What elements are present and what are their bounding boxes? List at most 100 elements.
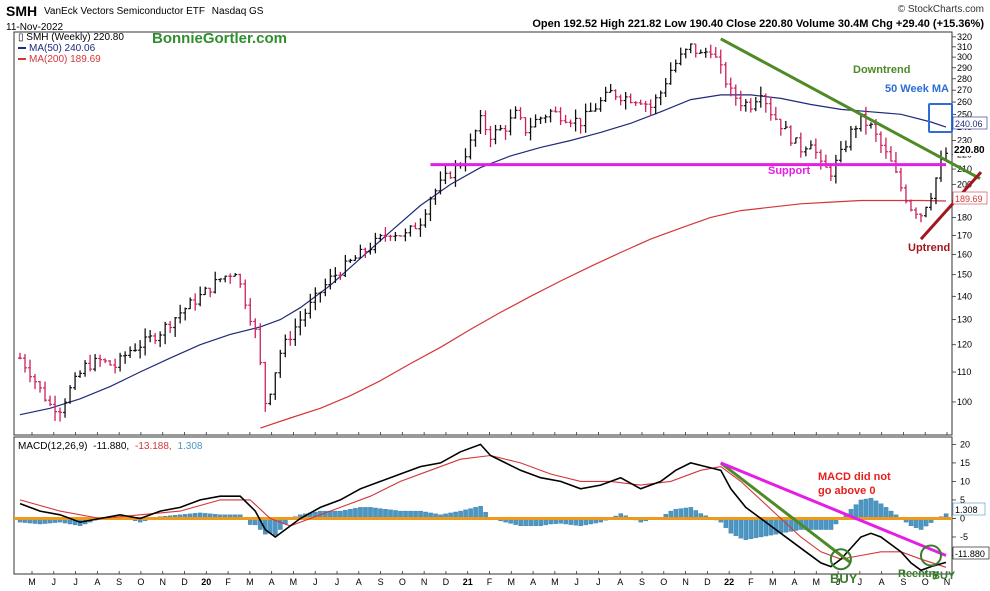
price-y-tick-label: 230 — [957, 136, 972, 146]
x-tick-label: A — [791, 577, 797, 587]
x-tick-label: A — [269, 577, 275, 587]
chart-name: VanEck Vectors Semiconductor ETF Nasdaq … — [44, 6, 264, 17]
macd-x-axis: M J J A S O N D 20 F M A M J J A S O N D 21 F M A M J J A S O N D 22 F M A M… — [28, 571, 950, 587]
price-y-tick-label: 250 — [957, 109, 972, 119]
histogram-bar — [813, 518, 819, 530]
x-tick-label: F — [748, 577, 754, 587]
hist-tag-bg — [952, 502, 986, 516]
price-y-tick-label: 290 — [957, 63, 972, 73]
histogram-bar — [873, 500, 879, 519]
x-tick-label: A — [94, 577, 100, 587]
histogram-bar — [373, 507, 378, 519]
price-y-tick-label: 100 — [957, 397, 972, 407]
x-tick-label: 20 — [201, 577, 211, 587]
histogram-bar — [918, 518, 924, 530]
price-y-tick-label: 160 — [957, 249, 972, 259]
macd-histogram — [17, 497, 949, 540]
x-tick-label: N — [421, 577, 428, 587]
ohlc-summary: Open 192.52 High 221.82 Low 190.40 Close… — [532, 18, 984, 30]
legend-price: ▯ SMH (Weekly) 220.80 — [18, 32, 124, 43]
ma200-line — [260, 199, 947, 429]
macd-y-tick-label: 10 — [960, 476, 970, 486]
chart-date: 11-Nov-2022 — [6, 22, 64, 33]
x-tick-label: A — [617, 577, 623, 587]
price-y-tick-label: 200 — [957, 179, 972, 189]
x-tick-label: S — [116, 577, 122, 587]
histogram-bar — [738, 518, 744, 539]
x-tick-label: O — [399, 577, 406, 587]
legend-price-marker: ▯ — [18, 32, 26, 43]
price-y-tick-label: 310 — [957, 42, 972, 52]
downtrend-label: Downtrend — [853, 64, 910, 76]
histogram-bar — [683, 507, 689, 519]
ma50-annotation: 50 Week MA — [885, 83, 949, 95]
legend-ma200: MA(200) 189.69 — [29, 54, 101, 65]
support-label: Support — [768, 165, 810, 177]
price-bars — [18, 43, 948, 422]
macd-y-tick-label: 5 — [960, 495, 965, 505]
histogram-bar — [858, 499, 864, 519]
x-tick-label: M — [508, 577, 516, 587]
x-tick-label: A — [879, 577, 885, 587]
macd-magenta-trendline — [720, 461, 947, 557]
histogram-bar — [878, 503, 884, 519]
x-tick-label: N — [944, 577, 951, 587]
macd-legend: MACD(12,26,9) -11.880, -13.188, 1.308 — [18, 441, 203, 452]
macd-y-tick-label: -5 — [960, 532, 968, 542]
price-y-tick-label: 260 — [957, 97, 972, 107]
etf-name: VanEck Vectors Semiconductor ETF — [44, 6, 205, 17]
legend-ma50: MA(50) 240.06 — [29, 43, 96, 54]
histogram-bar — [868, 497, 874, 519]
histogram-bar — [818, 518, 824, 530]
x-tick-label: D — [443, 577, 450, 587]
watermark: BonnieGortler.com — [152, 30, 287, 47]
close-tag: 220.80 — [954, 145, 985, 156]
x-tick-label: N — [159, 577, 166, 587]
histogram-bar — [863, 498, 869, 519]
buy-label-left: BUY — [830, 571, 858, 586]
price-y-tick-label: 300 — [957, 52, 972, 62]
macd-y-tick-label: 15 — [960, 458, 970, 468]
macd-legend-v2: -13.188, — [135, 441, 172, 452]
x-tick-label: M — [551, 577, 559, 587]
x-tick-label: N — [682, 577, 689, 587]
x-tick-label: F — [487, 577, 493, 587]
x-tick-label: S — [639, 577, 645, 587]
ma200-tag: 189.69 — [955, 194, 983, 204]
price-legend: ▯ SMH (Weekly) 220.80 MA(50) 240.06 MA(2… — [18, 30, 287, 65]
x-tick-label: O — [660, 577, 667, 587]
histogram-bar — [743, 518, 749, 540]
macd-legend-v1: -11.880, — [93, 441, 129, 452]
histogram-bar — [368, 507, 373, 519]
x-tick-label: 22 — [724, 577, 734, 587]
exchange: Nasdaq GS — [212, 6, 264, 17]
x-tick-label: O — [922, 577, 929, 587]
x-tick-label: A — [530, 577, 536, 587]
histogram-bar — [353, 508, 358, 519]
histogram-bar — [773, 518, 779, 535]
histogram-bar — [753, 518, 759, 539]
legend-price-text: SMH (Weekly) 220.80 — [26, 32, 124, 43]
x-tick-label: M — [813, 577, 821, 587]
histogram-bar — [828, 518, 834, 530]
macd-y-tick-label: 20 — [960, 439, 970, 449]
histogram-bar — [733, 518, 739, 536]
ma50-line — [19, 94, 947, 416]
histogram-bar — [748, 518, 754, 539]
macd-note-line1: MACD did not — [818, 471, 891, 483]
price-panel: 1001101201301401501601701801902002102202… — [13, 30, 988, 448]
x-tick-label: F — [225, 577, 231, 587]
x-tick-label: M — [769, 577, 777, 587]
price-y-tick-label: 280 — [957, 74, 972, 84]
histogram-bar — [358, 507, 363, 519]
price-plot-frame — [13, 31, 953, 436]
ma50-tag: 240.06 — [955, 119, 983, 129]
x-tick-label: M — [246, 577, 254, 587]
x-tick-label: 21 — [463, 577, 473, 587]
macd-signal-line — [19, 454, 947, 568]
price-y-tick-label: 320 — [957, 32, 972, 42]
price-y-tick-label: 180 — [957, 212, 972, 222]
price-y-tick-label: 110 — [957, 367, 971, 377]
histogram-bar — [473, 507, 478, 519]
